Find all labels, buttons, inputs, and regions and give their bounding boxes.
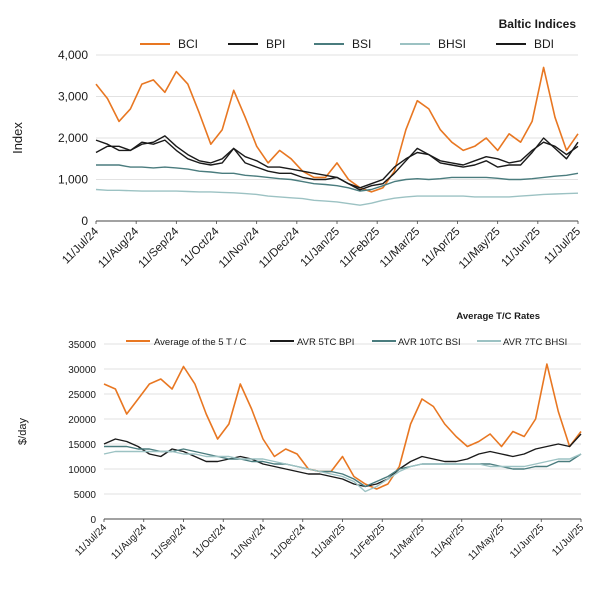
bottom-x-tick-label: 11/Aug/24 [109, 522, 149, 562]
bottom-x-tick-label: 11/May/25 [466, 522, 507, 563]
top-series-line-bci [95, 66, 579, 193]
top-x-tick-label: 11/Feb/25 [338, 226, 383, 271]
bottom-legend-label: AVR 5TC BPI [297, 337, 354, 348]
bottom-x-tick-label: 11/Feb/25 [348, 522, 387, 561]
bottom-y-axis-label: $/day [17, 418, 29, 445]
bottom-legend-label: Average of the 5 T / C [154, 337, 247, 348]
top-x-tick-label: 11/Sep/24 [136, 225, 181, 270]
bottom-series-line-avr-5tc-bpi [103, 433, 582, 488]
top-y-axis-label: Index [10, 122, 25, 154]
bottom-x-tick-label: 11/Dec/24 [268, 522, 308, 562]
bottom-y-tick-label: 25000 [68, 390, 96, 401]
bottom-y-tick-label: 20000 [68, 415, 96, 426]
top-y-tick-label: 4,000 [58, 48, 88, 62]
bottom-x-tick-label: 11/Apr/25 [429, 522, 467, 560]
bottom-chart-title: Average T/C Rates [456, 311, 540, 322]
bottom-y-tick-label: 10000 [68, 465, 96, 476]
top-series-line-bdi [95, 137, 579, 191]
bottom-x-tick-label: 11/Jan/25 [309, 522, 348, 561]
top-x-tick-label: 11/Aug/24 [96, 225, 141, 270]
bottom-y-tick-label: 30000 [68, 365, 96, 376]
top-series-line-bsi [96, 164, 579, 192]
bottom-y-tick-label: 15000 [68, 440, 96, 451]
top-legend-label: BPI [266, 37, 285, 51]
top-y-tick-label: 2,000 [58, 131, 88, 145]
top-x-tick-label: 11/Nov/24 [217, 225, 262, 270]
bottom-x-tick-label: 11/Nov/24 [229, 522, 269, 562]
top-legend-label: BSI [352, 37, 371, 51]
bottom-y-tick-label: 35000 [68, 340, 96, 351]
top-chart-title: Baltic Indices [499, 17, 577, 31]
top-x-tick-label: 11/Jun/25 [499, 226, 543, 270]
top-legend-label: BCI [178, 37, 198, 51]
top-legend-label: BDI [534, 37, 554, 51]
bottom-legend-label: AVR 7TC BHSI [503, 337, 567, 348]
bottom-y-tick-label: 5000 [74, 490, 97, 501]
bottom-legend-label: AVR 10TC BSI [398, 337, 461, 348]
top-x-tick-label: 11/Jul/25 [542, 226, 583, 267]
top-x-tick-label: 11/Apr/25 [419, 226, 462, 269]
bottom-y-tick-label: 0 [90, 515, 96, 526]
top-x-tick-label: 11/Jul/24 [60, 225, 101, 266]
bottom-x-tick-label: 11/Sep/24 [149, 522, 189, 562]
bottom-x-tick-label: 11/Jun/25 [508, 522, 547, 561]
top-x-tick-label: 11/Jan/25 [299, 226, 343, 270]
bottom-x-tick-label: 11/Oct/24 [190, 522, 228, 560]
top-series-line-bhsi [95, 188, 579, 206]
top-x-tick-label: 11/Dec/24 [257, 225, 302, 270]
top-x-tick-label: 11/Mar/25 [378, 226, 423, 271]
bottom-series-line-avr-7tc-bhsi [103, 450, 582, 493]
bottom-x-tick-label: 11/Mar/25 [388, 522, 427, 561]
top-y-tick-label: 0 [81, 214, 88, 228]
top-chart: Baltic Indices 0 1,000 2,000 3,000 4,000 Index… [10, 17, 583, 271]
bottom-x-tick-label: 11/Jul/25 [550, 522, 586, 558]
bottom-chart: Average T/C Rates 0 5000 10000 15000 20000 250… [17, 311, 586, 563]
bottom-x-tick-label: 11/Jul/24 [73, 522, 109, 558]
bottom-series-line-average-of-the-5-t-c [103, 363, 582, 490]
top-x-tick-label: 11/May/25 [457, 226, 503, 272]
top-x-tick-label: 11/Oct/24 [178, 225, 222, 269]
top-y-tick-label: 1,000 [58, 173, 88, 187]
top-legend-label: BHSI [438, 37, 466, 51]
top-y-tick-label: 3,000 [58, 90, 88, 104]
